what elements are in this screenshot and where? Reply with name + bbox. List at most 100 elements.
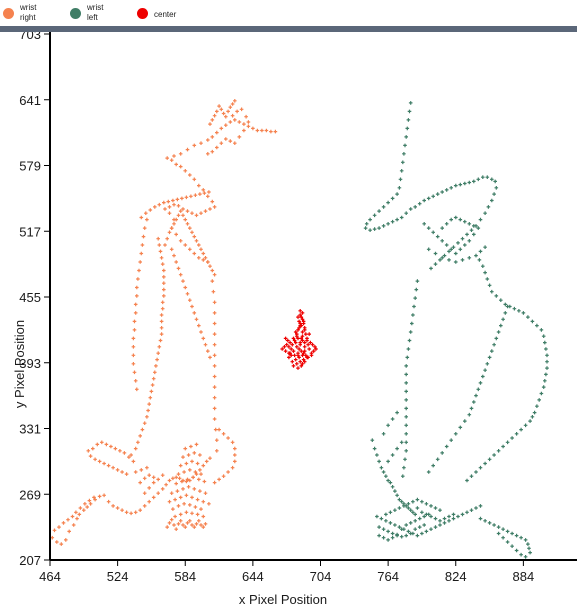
- data-point: [474, 253, 478, 258]
- data-point: [183, 446, 188, 451]
- data-point: [301, 357, 306, 362]
- data-point: [195, 512, 200, 517]
- data-point: [113, 446, 118, 451]
- data-point: [404, 364, 408, 368]
- data-point: [386, 459, 390, 464]
- data-point: [201, 336, 206, 341]
- data-point: [306, 355, 310, 360]
- data-point: [408, 101, 413, 105]
- data-point: [157, 345, 162, 349]
- data-point: [492, 523, 496, 527]
- data-point: [142, 491, 147, 495]
- data-point: [404, 135, 408, 139]
- data-point: [157, 202, 162, 207]
- data-point: [135, 285, 139, 290]
- data-point: [490, 349, 494, 353]
- data-point: [226, 470, 230, 474]
- data-point: [192, 251, 197, 256]
- data-point: [166, 199, 171, 204]
- data-point: [188, 503, 192, 507]
- data-point: [127, 455, 131, 459]
- data-point: [159, 319, 164, 324]
- data-point: [194, 239, 199, 243]
- data-point: [490, 198, 494, 203]
- data-point: [202, 479, 207, 484]
- data-point: [496, 330, 501, 334]
- data-point: [138, 434, 142, 438]
- data-point: [414, 287, 419, 292]
- data-point: [233, 446, 237, 451]
- data-point: [167, 205, 172, 209]
- data-point: [393, 523, 397, 527]
- data-point: [372, 227, 377, 231]
- data-point: [185, 209, 190, 213]
- legend-swatch-wrist-left: [70, 8, 81, 19]
- legend-label-wrist-right: wrist right: [20, 3, 37, 22]
- data-point: [314, 347, 318, 351]
- data-point: [390, 535, 395, 540]
- data-point: [120, 508, 124, 512]
- data-point: [59, 542, 64, 546]
- data-point: [390, 417, 395, 421]
- data-point: [160, 262, 165, 266]
- data-point: [136, 277, 140, 281]
- scatter-chart: 4645245846447047648248849420726933139345…: [12, 32, 577, 607]
- data-point: [405, 126, 410, 131]
- series-wrist-right: [50, 99, 278, 546]
- data-point: [397, 506, 402, 510]
- data-point: [139, 251, 144, 256]
- data-point: [526, 542, 530, 546]
- data-point: [302, 328, 307, 332]
- data-point: [162, 200, 166, 205]
- data-point: [167, 230, 172, 235]
- data-point: [142, 504, 147, 508]
- data-point: [460, 512, 465, 517]
- data-point: [88, 502, 93, 506]
- data-point: [185, 222, 190, 226]
- legend-swatch-center: [137, 8, 148, 19]
- data-point: [197, 477, 201, 482]
- data-point: [188, 478, 192, 483]
- data-point: [420, 499, 424, 504]
- data-point: [463, 419, 467, 423]
- data-point: [156, 477, 160, 482]
- data-point: [66, 517, 70, 522]
- data-point: [212, 480, 217, 485]
- data-point: [298, 309, 302, 313]
- data-point: [476, 177, 481, 182]
- data-point: [410, 321, 414, 326]
- data-point: [440, 239, 444, 243]
- data-point: [242, 122, 246, 126]
- data-point: [188, 519, 192, 523]
- data-point: [162, 275, 166, 279]
- data-point: [503, 311, 508, 315]
- data-point: [192, 487, 197, 491]
- data-point: [237, 135, 242, 139]
- x-tick-label: 884: [513, 569, 535, 584]
- data-point: [215, 130, 219, 135]
- data-point: [183, 169, 188, 173]
- data-point: [151, 480, 156, 485]
- data-point: [478, 516, 483, 521]
- data-point: [145, 217, 149, 222]
- data-point: [472, 179, 476, 184]
- data-point: [298, 313, 302, 317]
- data-point: [156, 491, 160, 495]
- data-point: [201, 514, 206, 519]
- y-tick-label: 207: [19, 553, 41, 568]
- data-point: [449, 217, 453, 222]
- data-point: [142, 226, 147, 230]
- data-point: [71, 523, 76, 527]
- series-wrist-left: [363, 101, 549, 559]
- data-point: [295, 345, 299, 349]
- data-point: [215, 109, 219, 114]
- data-point: [377, 459, 381, 464]
- data-point: [474, 470, 478, 474]
- data-point: [415, 533, 420, 538]
- data-point: [198, 468, 202, 472]
- data-point: [478, 465, 483, 470]
- data-point: [208, 355, 212, 360]
- series-center: [280, 309, 318, 370]
- data-point: [300, 330, 305, 334]
- data-point: [178, 164, 183, 169]
